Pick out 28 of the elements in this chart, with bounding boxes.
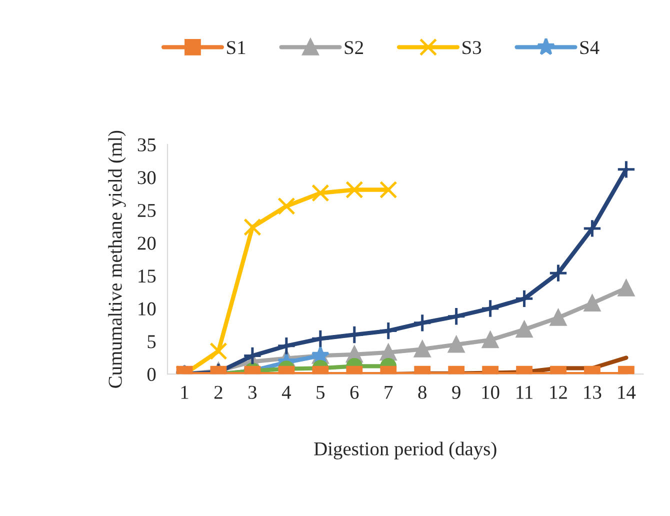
x-tick-label: 13 [584, 386, 602, 399]
legend-label: S3 [462, 41, 482, 54]
x-tick-label: 12 [550, 386, 567, 399]
x-tick-label: 2 [214, 386, 222, 399]
y-tick-label: 20 [138, 236, 156, 250]
y-tick-label: 5 [148, 335, 156, 348]
x-tick-label: 7 [384, 386, 393, 399]
x-axis-title: Digestion period (days) [314, 442, 496, 460]
y-tick-label: 35 [138, 138, 156, 152]
legend-label: S1 [227, 41, 246, 54]
y-tick-label: 0 [147, 368, 156, 382]
y-axis-title: Cumumaltive methane yield (ml) [108, 130, 126, 388]
legend-label: S2 [344, 41, 363, 54]
x-tick-label: 4 [282, 386, 291, 399]
x-tick-label: 14 [618, 386, 636, 399]
x-tick-label: 9 [452, 386, 460, 399]
y-tick-label: 25 [138, 204, 156, 218]
y-tick-label: 30 [138, 171, 156, 184]
x-tick-label: 11 [516, 386, 532, 399]
x-tick-label: 5 [316, 386, 325, 399]
y-tick-label: 10 [138, 302, 156, 316]
legend-label: S4 [580, 41, 600, 54]
x-tick-label: 3 [248, 386, 257, 399]
x-tick-label: 8 [418, 386, 426, 399]
x-tick-label: 1 [181, 386, 188, 399]
x-tick-label: 6 [350, 386, 359, 399]
x-tick-label: 10 [482, 386, 500, 399]
y-tick-label: 15 [138, 270, 156, 283]
